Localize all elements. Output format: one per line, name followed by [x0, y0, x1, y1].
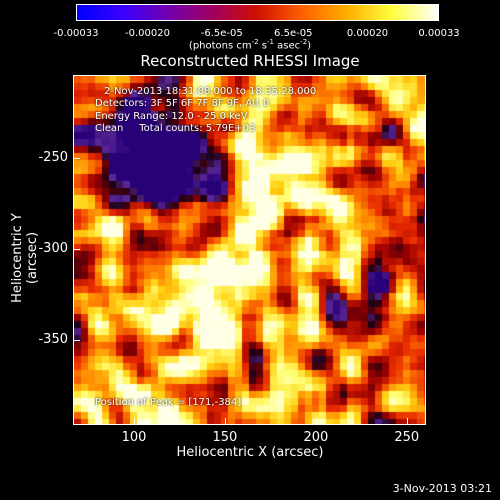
- colorbar-tick-label: -0.00020: [125, 28, 170, 39]
- chart-title: Reconstructed RHESSI Image: [140, 52, 360, 70]
- y-tick-label: -250: [38, 149, 68, 165]
- x-tick-mark: [406, 418, 408, 424]
- colorbar-tick-label: -0.00033: [53, 28, 99, 39]
- y-tick-mark: [74, 249, 80, 251]
- overlay-detectors: Detectors: 3F 5F 6F 7F 8F 9F, Att 0: [95, 98, 270, 109]
- x-tick-label: 100: [121, 430, 147, 445]
- x-tick-label: 250: [394, 430, 420, 445]
- y-tick-label: -350: [38, 332, 68, 348]
- colorbar-tick-label: 6.5e-05: [274, 28, 313, 39]
- overlay-energy-range: Energy Range: 12.0 - 25.0 keV: [95, 111, 248, 122]
- overlay-time-range: 2-Nov-2013 18:31:08.000 to 18:35:28.000: [104, 86, 317, 97]
- overlay-clean-counts: Clean Total counts: 5.79E+03: [95, 123, 256, 134]
- x-tick-mark: [134, 418, 135, 424]
- y-tick-mark: [74, 340, 80, 342]
- colorbar: [76, 4, 439, 21]
- colorbar-unit-label: (photons cm-2 s-1 asec-2): [188, 38, 312, 52]
- colorbar-tick-label: -6.5e-05: [200, 28, 243, 39]
- timestamp: 3-Nov-2013 03:21: [392, 482, 492, 495]
- overlay-peak-position: Position of Peak = [171,-384]: [95, 397, 242, 408]
- x-axis-label: Heliocentric X (arcsec): [176, 445, 324, 460]
- x-tick-mark: [224, 418, 226, 424]
- colorbar-tick-label: 0.00020: [346, 28, 389, 39]
- colorbar-tick-label: 0.00033: [418, 28, 460, 39]
- x-tick-label: 150: [212, 430, 238, 445]
- y-axis-label: Heliocentric Y (arcsec): [10, 213, 40, 303]
- colorbar-ticks: -0.00033 -0.00020 -6.5e-05 6.5e-05 0.00020 0.…: [54, 28, 460, 40]
- plot-frame: [73, 75, 426, 425]
- y-tick-label: -300: [38, 241, 68, 257]
- heatmap-image: [74, 76, 425, 424]
- x-tick-label: 200: [303, 430, 329, 445]
- x-tick-mark: [315, 418, 317, 424]
- y-tick-mark: [74, 157, 80, 159]
